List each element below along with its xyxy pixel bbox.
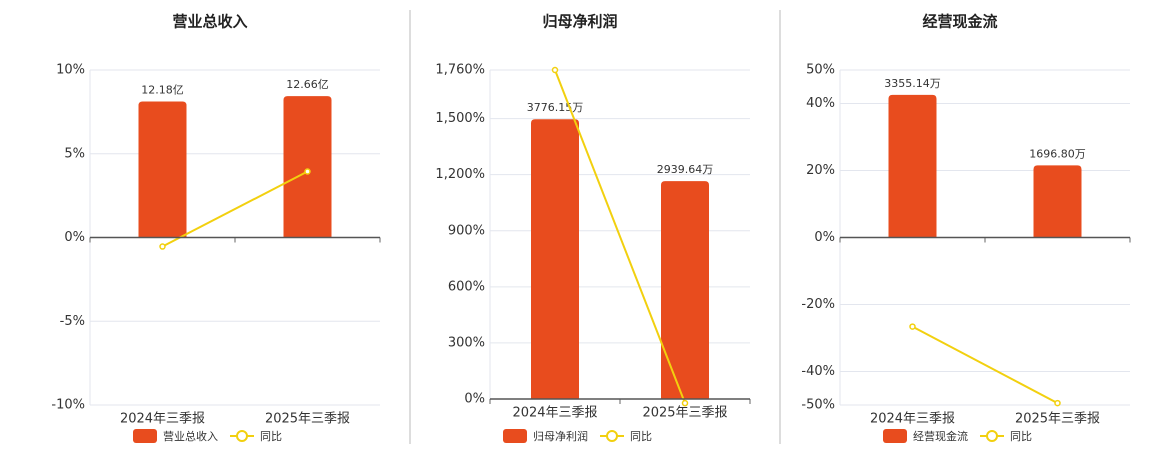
y-tick-label: 1,200% — [435, 167, 485, 182]
y-tick-label: -50% — [801, 398, 835, 413]
y-tick-label: 5% — [64, 146, 85, 161]
x-tick-label: 2024年三季报 — [870, 412, 955, 427]
value-label: 2939.64万 — [657, 163, 714, 176]
line — [554, 69, 686, 404]
line-point — [304, 168, 311, 175]
y-tick-label: 10% — [56, 63, 85, 78]
y-tick-label: 300% — [448, 335, 485, 350]
legend-swatch — [503, 429, 527, 443]
legend-label: 归母净利润 — [533, 429, 588, 443]
y-tick-label: 1,500% — [435, 111, 485, 126]
bar — [138, 101, 187, 238]
legend-label: 经营现金流 — [913, 429, 968, 443]
y-tick-label: 40% — [806, 96, 835, 111]
y-tick-label: 50% — [806, 63, 835, 78]
y-tick-label: -5% — [60, 314, 85, 329]
x-tick-label: 2024年三季报 — [512, 406, 597, 421]
bar — [661, 181, 709, 399]
bar — [531, 119, 579, 400]
legend-swatch — [986, 430, 998, 442]
chart-title: 营业总收入 — [172, 13, 247, 31]
y-tick-label: 20% — [806, 163, 835, 178]
y-tick-label: 0% — [464, 392, 485, 407]
y-tick-label: -40% — [801, 364, 835, 379]
line-point — [551, 66, 559, 74]
value-label: 12.66亿 — [286, 78, 329, 91]
legend-swatch — [606, 430, 618, 442]
line-point — [681, 399, 689, 407]
legend-swatch — [133, 429, 157, 443]
y-tick-label: -10% — [51, 398, 85, 413]
x-tick-label: 2024年三季报 — [120, 412, 205, 427]
value-label: 1696.80万 — [1029, 147, 1086, 160]
bar — [1033, 165, 1082, 238]
value-label: 12.18亿 — [141, 83, 184, 96]
line — [162, 170, 308, 248]
line-point — [159, 243, 166, 250]
y-tick-label: -20% — [801, 297, 835, 312]
y-tick-label: 900% — [448, 223, 485, 238]
x-tick-label: 2025年三季报 — [265, 412, 350, 427]
y-tick-label: 1,760% — [435, 63, 485, 78]
legend-swatch — [236, 430, 248, 442]
bar — [888, 94, 937, 238]
value-label: 3776.15万 — [527, 101, 584, 114]
chart-title: 经营现金流 — [922, 13, 997, 31]
x-tick-label: 2025年三季报 — [642, 406, 727, 421]
legend-label: 同比 — [630, 430, 652, 443]
y-tick-label: 600% — [448, 279, 485, 294]
line-point — [909, 323, 916, 330]
bar — [283, 96, 332, 238]
x-tick-label: 2025年三季报 — [1015, 412, 1100, 427]
value-label: 3355.14万 — [884, 77, 941, 90]
chart-title: 归母净利润 — [542, 13, 617, 31]
legend-label: 营业总收入 — [163, 429, 218, 443]
y-tick-label: 0% — [814, 230, 835, 245]
legend-swatch — [883, 429, 907, 443]
line — [912, 325, 1058, 404]
line-point — [1054, 399, 1061, 407]
legend-label: 同比 — [260, 430, 282, 443]
legend-label: 同比 — [1010, 430, 1032, 443]
y-tick-label: 0% — [64, 230, 85, 245]
